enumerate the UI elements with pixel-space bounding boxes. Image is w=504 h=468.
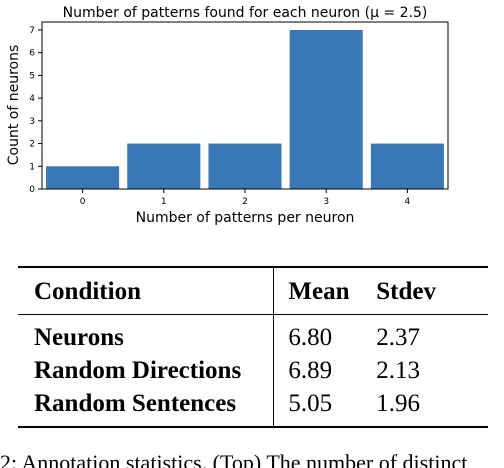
y-tick-label: 7 [29, 26, 35, 36]
bar-2 [208, 143, 282, 189]
bar-1 [127, 143, 201, 189]
row-condition: Neurons [34, 323, 124, 351]
header-condition: Condition [34, 278, 141, 305]
row-stdev: 1.96 [376, 389, 420, 417]
row-condition: Random Directions [34, 356, 242, 384]
table-row: Random Sentences 5.05 1.96 [18, 387, 488, 427]
row-mean: 6.89 [273, 354, 377, 387]
y-axis-label: Count of neurons [6, 45, 22, 166]
figure-caption: 2: Annotation statistics. (Top) The numb… [0, 452, 468, 468]
row-stdev: 2.37 [376, 323, 420, 351]
table-row: Neurons 6.80 2.37 [18, 314, 488, 354]
row-mean: 5.05 [273, 387, 377, 427]
y-tick-label: 3 [29, 117, 35, 127]
statistics-table: Condition Mean Stdev Neurons 6.80 2.37 R… [18, 266, 488, 428]
bar-chart: Number of patterns found for each neuron… [6, 5, 449, 226]
row-mean: 6.80 [273, 314, 377, 354]
y-tick-label: 1 [29, 162, 35, 172]
x-tick-label: 0 [80, 197, 86, 207]
x-tick-label: 4 [405, 197, 411, 207]
x-tick-label: 1 [161, 197, 167, 207]
table-header-row: Condition Mean Stdev [18, 267, 488, 315]
x-tick-label: 3 [323, 197, 329, 207]
x-tick-label: 2 [242, 197, 248, 207]
y-tick-label: 5 [29, 71, 35, 81]
row-stdev: 2.13 [376, 356, 420, 384]
table-row: Random Directions 6.89 2.13 [18, 354, 488, 387]
y-tick-label: 0 [29, 185, 35, 195]
header-mean: Mean [273, 267, 377, 315]
header-stdev: Stdev [376, 278, 436, 305]
plot-area: 0 1 2 3 4 5 6 7 0 1 2 3 4 [29, 21, 449, 207]
y-tick-label: 6 [29, 49, 35, 59]
row-condition: Random Sentences [34, 389, 237, 417]
y-tick-label: 2 [29, 140, 35, 150]
chart-title: Number of patterns found for each neuron… [63, 5, 428, 21]
bar-0 [46, 166, 120, 189]
y-tick-label: 4 [29, 94, 35, 104]
bar-4 [370, 143, 444, 189]
bar-3 [289, 29, 363, 190]
x-axis-label: Number of patterns per neuron [136, 210, 355, 226]
